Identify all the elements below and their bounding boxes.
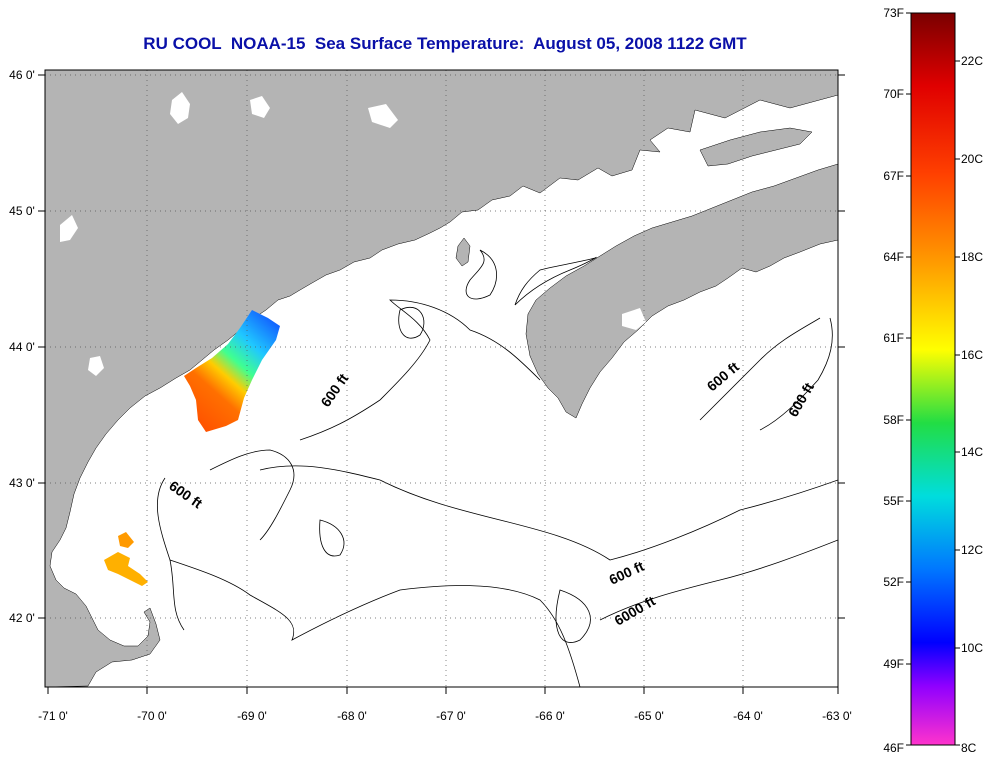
lon-tick-label: -69 0' [237,709,267,723]
colorbar-label-f: 46F [883,741,904,755]
colorbar-label-f: 73F [883,6,904,20]
colorbar-label-c: 12C [961,543,983,557]
lat-tick-label: 43 0' [9,476,35,490]
lake-3 [88,356,104,376]
colorbar-label-c: 18C [961,250,983,264]
colorbar-ticks [906,12,960,746]
land-mainland [45,70,838,687]
colorbar-label-f: 58F [883,413,904,427]
sst-patch-capecod-2 [118,532,134,548]
lon-tick-label: -66 0' [535,709,565,723]
lake-2 [60,215,78,242]
lake-4 [250,96,270,118]
lake-5 [368,104,398,128]
lake-6 [622,308,646,330]
lon-tick-label: -65 0' [634,709,664,723]
colorbar-label-f: 61F [883,331,904,345]
colorbar-label-f: 70F [883,87,904,101]
map-title: RU COOL NOAA-15 Sea Surface Temperature:… [143,34,747,53]
axis-ticks [38,74,845,694]
lat-tick-label: 46 0' [9,68,35,82]
lon-tick-label: -70 0' [137,709,167,723]
lon-tick-label: -63 0' [822,709,852,723]
colorbar-label-c: 8C [961,741,977,755]
lat-tick-label: 42 0' [9,611,35,625]
map-frame [44,69,839,688]
map-grid [45,70,838,687]
lon-tick-label: -71 0' [38,709,68,723]
sst-patch-capecod [104,552,148,586]
lon-tick-label: -67 0' [436,709,466,723]
colorbar-label-f: 49F [883,657,904,671]
lake-1 [170,92,190,124]
colorbar-label-c: 10C [961,641,983,655]
lon-tick-label: -64 0' [733,709,763,723]
colorbar-label-c: 16C [961,348,983,362]
lat-tick-label: 45 0' [9,204,35,218]
lat-tick-label: 44 0' [9,340,35,354]
colorbar-label-f: 64F [883,250,904,264]
colorbar-label-f: 67F [883,169,904,183]
colorbar-label-f: 55F [883,494,904,508]
lon-tick-label: -68 0' [337,709,367,723]
sst-patch-main [184,310,280,432]
colorbar-label-c: 20C [961,152,983,166]
colorbar-label-f: 52F [883,575,904,589]
colorbar-label-c: 14C [961,445,983,459]
colorbar-label-c: 22C [961,54,983,68]
colorbar [910,12,956,746]
land-grand-manan [455,237,471,267]
depth-contours [157,249,838,687]
land-pei [699,127,813,167]
